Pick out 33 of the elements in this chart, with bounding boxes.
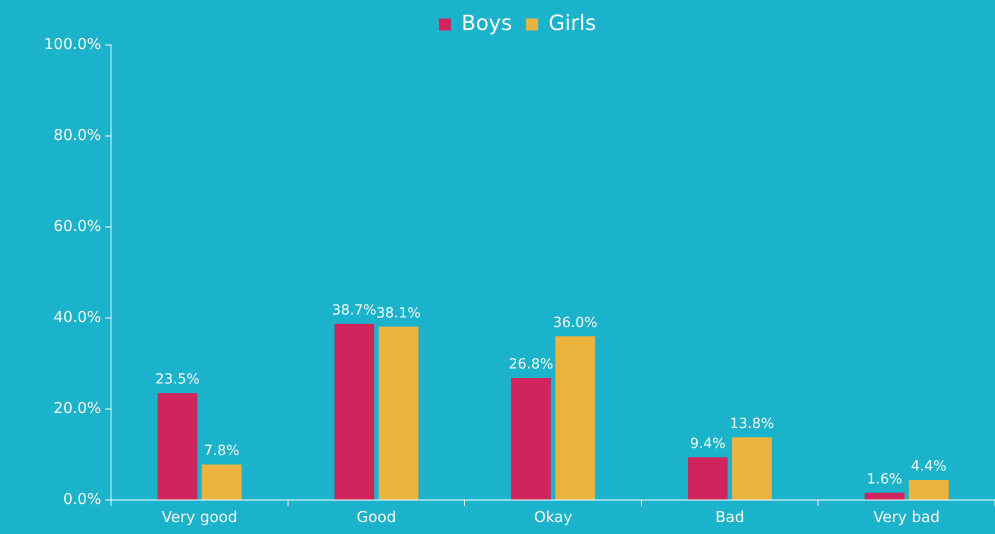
bar (555, 336, 596, 500)
legend-label: Boys (461, 10, 512, 35)
x-tick-label: Bad (715, 508, 744, 526)
bar (158, 393, 198, 500)
data-label: 4.4% (910, 458, 947, 475)
y-tick-label: 100.0% (44, 34, 102, 53)
legend-label: Girls (548, 10, 596, 35)
data-label: 7.8% (204, 443, 240, 460)
data-label: 13.8% (730, 416, 774, 432)
bar (732, 437, 772, 500)
data-label: 38.1% (376, 305, 421, 322)
y-tick-label: 20.0% (54, 398, 102, 417)
x-tick-label: Very bad (873, 508, 940, 526)
bar (864, 492, 904, 500)
data-label: 36.0% (552, 314, 598, 331)
x-tick-label: Very good (162, 508, 238, 526)
data-label: 23.5% (155, 372, 200, 388)
y-tick-label: 0.0% (63, 490, 102, 508)
bar (378, 326, 418, 500)
x-tick-label: Okay (534, 508, 572, 526)
bar (511, 378, 551, 500)
y-tick-label: 80.0% (54, 126, 102, 144)
data-label: 9.4% (690, 436, 726, 452)
data-label: 1.6% (866, 471, 902, 488)
bar (202, 464, 242, 500)
bar (908, 480, 949, 500)
x-tick-label: Good (356, 508, 396, 526)
bar (688, 457, 728, 500)
y-tick-label: 40.0% (54, 308, 102, 326)
data-label: 38.7% (332, 302, 376, 319)
data-label: 26.8% (508, 356, 554, 373)
bar (334, 324, 374, 500)
y-tick-label: 60.0% (54, 216, 102, 235)
